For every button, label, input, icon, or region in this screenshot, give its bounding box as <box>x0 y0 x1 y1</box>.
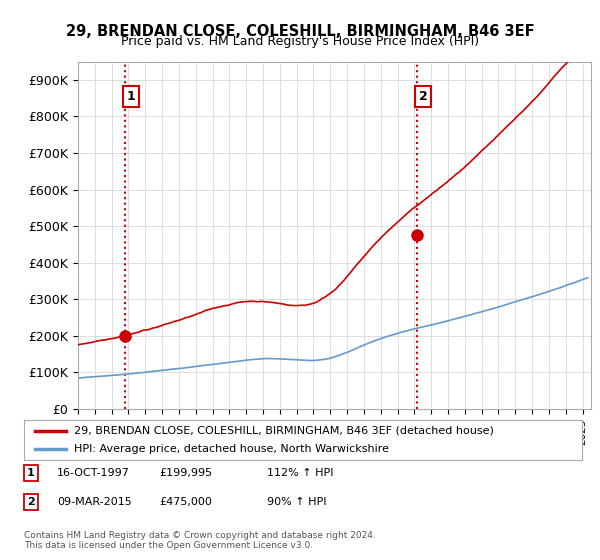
Text: £199,995: £199,995 <box>159 468 212 478</box>
Text: £475,000: £475,000 <box>159 497 212 507</box>
Text: 112% ↑ HPI: 112% ↑ HPI <box>267 468 334 478</box>
Text: Contains HM Land Registry data © Crown copyright and database right 2024.
This d: Contains HM Land Registry data © Crown c… <box>24 531 376 550</box>
Text: 1: 1 <box>127 90 135 103</box>
Text: 29, BRENDAN CLOSE, COLESHILL, BIRMINGHAM, B46 3EF (detached house): 29, BRENDAN CLOSE, COLESHILL, BIRMINGHAM… <box>74 426 494 436</box>
Text: 09-MAR-2015: 09-MAR-2015 <box>57 497 132 507</box>
Text: 16-OCT-1997: 16-OCT-1997 <box>57 468 130 478</box>
Text: 29, BRENDAN CLOSE, COLESHILL, BIRMINGHAM, B46 3EF: 29, BRENDAN CLOSE, COLESHILL, BIRMINGHAM… <box>65 24 535 39</box>
Text: 90% ↑ HPI: 90% ↑ HPI <box>267 497 326 507</box>
Text: HPI: Average price, detached house, North Warwickshire: HPI: Average price, detached house, Nort… <box>74 445 389 454</box>
Text: Price paid vs. HM Land Registry's House Price Index (HPI): Price paid vs. HM Land Registry's House … <box>121 35 479 48</box>
Text: 2: 2 <box>419 90 428 103</box>
Text: 2: 2 <box>27 497 35 507</box>
Text: 1: 1 <box>27 468 35 478</box>
